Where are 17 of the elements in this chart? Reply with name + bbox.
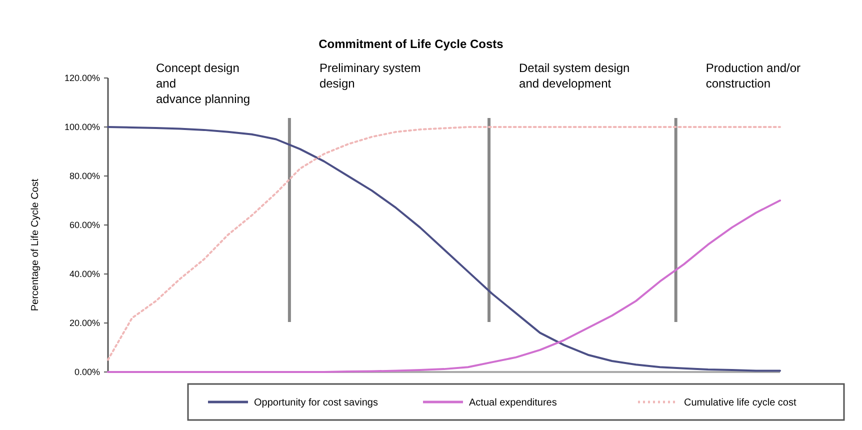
y-axis-title: Percentage of Life Cycle Cost bbox=[30, 178, 41, 312]
annotation: Concept design and advance planning bbox=[156, 61, 250, 106]
chart-title: Commitment of Life Cycle Costs bbox=[318, 37, 504, 51]
line-series bbox=[107, 200, 781, 373]
y-tick-label: 40.00% bbox=[69, 269, 100, 280]
y-tick-label: 80.00% bbox=[69, 171, 100, 182]
y-tick-label: 0.00% bbox=[74, 367, 100, 378]
y-tick-label: 100.00% bbox=[64, 122, 100, 132]
y-tick-label: 20.00% bbox=[69, 318, 100, 328]
legend-label: Opportunity for cost savings bbox=[254, 398, 378, 408]
legend-label: Actual expenditures bbox=[469, 398, 557, 408]
annotation: Detail system design and development bbox=[519, 61, 630, 91]
legend-label: Cumulative life cycle cost bbox=[684, 398, 796, 408]
annotation: Preliminary system design bbox=[319, 61, 421, 91]
annotation: Production and/or construction bbox=[706, 61, 801, 91]
y-tick-label: 60.00% bbox=[69, 220, 100, 230]
y-tick-label: 120.00% bbox=[64, 73, 100, 84]
